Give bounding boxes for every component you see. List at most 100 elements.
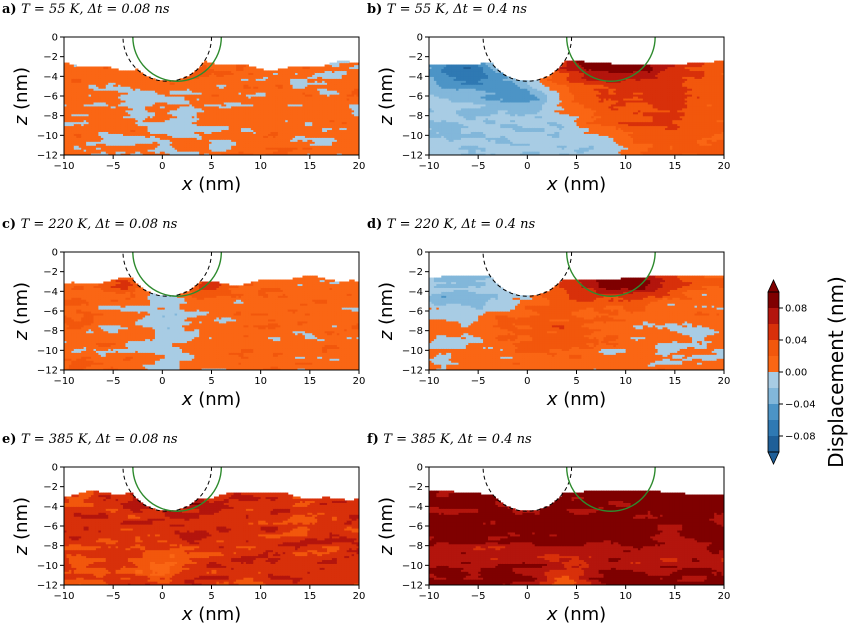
heatmap-cell	[135, 147, 139, 150]
heatmap-cell	[238, 153, 242, 155]
heatmap-cell	[91, 153, 95, 155]
heatmap-cell	[93, 147, 97, 150]
heatmap-cell	[322, 121, 326, 125]
heatmap-cell	[253, 76, 257, 79]
heatmap-cell	[245, 105, 249, 109]
heatmap-cell	[127, 84, 131, 87]
heatmap-cell	[120, 145, 124, 148]
heatmap-cell	[329, 72, 333, 75]
heatmap-cell	[100, 107, 104, 111]
heatmap-cell	[312, 74, 316, 77]
heatmap-cell	[191, 80, 195, 83]
heatmap-cell	[275, 127, 279, 131]
heatmap-cell	[317, 92, 321, 95]
heatmap-cell	[270, 131, 274, 134]
heatmap-cell	[336, 127, 340, 131]
heatmap-cell	[140, 123, 144, 127]
heatmap-cell	[147, 107, 151, 111]
heatmap-cell	[268, 84, 272, 87]
heatmap-cell	[157, 139, 161, 142]
heatmap-cell	[231, 82, 235, 85]
heatmap-cell	[245, 82, 249, 85]
heatmap-cell	[169, 153, 173, 155]
heatmap-cell	[140, 84, 144, 87]
heatmap-cell	[312, 147, 316, 150]
heatmap-cell	[206, 113, 210, 117]
heatmap-cell	[98, 66, 102, 70]
heatmap-cell	[226, 68, 230, 72]
heatmap-cell	[336, 96, 340, 99]
heatmap-cell	[71, 143, 75, 146]
heatmap-cell	[245, 131, 249, 134]
heatmap-cell	[334, 78, 338, 81]
heatmap-cell	[125, 84, 129, 87]
heatmap-cell	[228, 135, 232, 138]
heatmap-cell	[68, 86, 72, 89]
heatmap-cell	[270, 90, 274, 93]
heatmap-cell	[76, 70, 80, 73]
heatmap-cell	[132, 105, 136, 109]
heatmap-cell	[172, 121, 176, 125]
heatmap-cell	[196, 109, 200, 113]
heatmap-cell	[216, 84, 220, 87]
heatmap-cell	[103, 105, 107, 109]
heatmap-cell	[236, 66, 240, 70]
heatmap-cell	[81, 141, 85, 144]
heatmap-cell	[319, 78, 323, 81]
heatmap-cell	[100, 139, 104, 142]
heatmap-cell	[334, 113, 338, 117]
heatmap-cell	[115, 117, 119, 121]
heatmap-cell	[324, 103, 328, 107]
heatmap-cell	[64, 121, 68, 125]
heatmap-cell	[272, 117, 277, 121]
heatmap-cell	[327, 143, 331, 146]
heatmap-cell	[169, 149, 173, 152]
heatmap-cell	[302, 125, 306, 129]
heatmap-cell	[312, 97, 316, 101]
heatmap-cell	[196, 125, 200, 129]
heatmap-cell	[95, 107, 100, 111]
heatmap-cell	[127, 133, 131, 136]
heatmap-cell	[88, 113, 92, 117]
heatmap-cell	[297, 153, 301, 155]
heatmap-cell	[189, 125, 193, 129]
heatmap-cell	[327, 64, 331, 68]
heatmap-cell	[68, 92, 72, 95]
heatmap-cell	[297, 97, 301, 101]
heatmap-cell	[331, 143, 336, 146]
heatmap-cell	[314, 117, 318, 121]
heatmap-cell	[73, 141, 77, 144]
heatmap-cell	[287, 97, 291, 101]
heatmap-cell	[211, 96, 215, 99]
heatmap-cell	[125, 99, 129, 103]
heatmap-cell	[189, 115, 193, 119]
heatmap-cell	[179, 86, 183, 89]
heatmap-cell	[282, 88, 286, 91]
heatmap-cell	[120, 72, 124, 75]
heatmap-cell	[319, 153, 323, 155]
heatmap-cell	[204, 64, 208, 68]
heatmap-cell	[329, 92, 333, 95]
heatmap-cell	[201, 143, 205, 146]
heatmap-cell	[295, 103, 299, 107]
heatmap-cell	[83, 113, 87, 117]
heatmap-cell	[213, 78, 218, 81]
heatmap-cell	[118, 145, 122, 148]
heatmap-cell	[309, 99, 313, 103]
heatmap-cell	[140, 99, 144, 103]
heatmap-cell	[275, 131, 279, 134]
heatmap-cell	[287, 84, 291, 87]
heatmap-cell	[196, 101, 200, 105]
heatmap-cell	[81, 82, 85, 85]
heatmap-cell	[334, 76, 338, 79]
heatmap-cell	[81, 115, 85, 119]
heatmap-cell	[314, 143, 318, 146]
heatmap-cell	[189, 76, 193, 79]
heatmap-cell	[123, 96, 127, 99]
heatmap-cell	[282, 82, 286, 85]
heatmap-cell	[83, 127, 87, 131]
heatmap-cell	[255, 131, 259, 134]
heatmap-cell	[120, 76, 124, 79]
heatmap-cell	[231, 143, 235, 146]
